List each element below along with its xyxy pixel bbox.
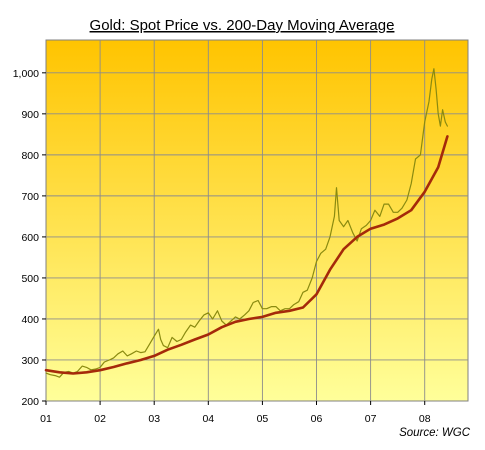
y-tick-label: 200 [21,396,39,408]
y-tick-label: 900 [21,109,39,121]
data-series [44,68,449,378]
axis-ticks: 200 300 400 500 600 700 800 900 1,000 01 02 03 04 05 0… [13,68,431,425]
y-tick-label: 700 [21,191,39,203]
x-tick-label: 07 [365,413,377,425]
moving-average-line [44,135,449,375]
plot-area [45,39,469,402]
x-tick-label: 02 [94,413,106,425]
chart-title: Gold: Spot Price vs. 200-Day Moving Aver… [90,17,395,34]
y-tick-label: 800 [21,150,39,162]
y-tick-label: 300 [21,355,39,367]
y-tick-label: 600 [21,232,39,244]
spot-price-line [45,68,448,378]
y-tick-label: 400 [21,314,39,326]
y-tick-label: 1,000 [13,68,39,80]
x-tick-label: 04 [202,413,214,425]
source-note: Source: WGC [399,427,471,439]
x-tick-label: 03 [148,413,160,425]
x-tick-label: 01 [40,413,52,425]
y-tick-label: 500 [21,273,39,285]
x-tick-label: 06 [311,413,323,425]
x-tick-label: 08 [419,413,431,425]
x-tick-label: 05 [257,413,269,425]
